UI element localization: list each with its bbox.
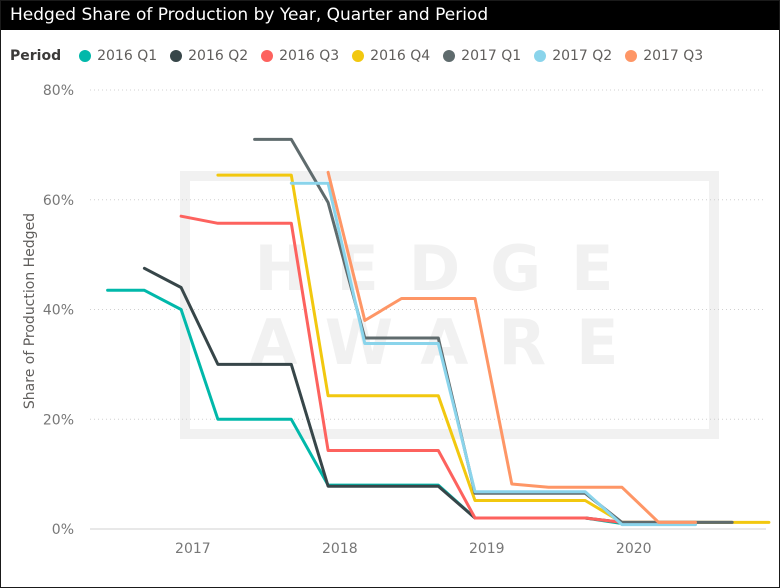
y-tick-label: 0% [52,522,74,538]
legend-marker [534,50,547,62]
legend-label: 2017 Q2 [552,48,613,64]
y-tick-label: 60% [43,193,74,209]
legend-marker [625,50,638,62]
legend-item[interactable]: 2016 Q2 [170,48,248,64]
x-axis-ticks: 2017 2018 2019 2020 [175,541,652,557]
x-tick-label: 2017 [175,541,211,557]
legend-item[interactable]: 2016 Q4 [352,48,430,64]
x-tick-label: 2020 [616,541,652,557]
title-bar: Hedged Share of Production by Year, Quar… [1,1,779,30]
watermark-frame [180,171,719,439]
legend-label: 2016 Q3 [279,48,340,64]
legend-marker [443,50,456,62]
legend-label: 2017 Q3 [643,48,704,64]
x-tick-label: 2019 [469,541,505,557]
legend-marker [170,50,183,62]
legend-label: 2016 Q1 [97,48,158,64]
y-axis-ticks: 0% 20% 40% 60% 80% [43,83,74,538]
legend-label: 2016 Q2 [188,48,249,64]
legend-marker [352,50,365,62]
legend-item[interactable]: 2017 Q3 [625,48,703,64]
gridlines [90,89,766,530]
y-tick-label: 20% [43,412,74,428]
chart-title: Hedged Share of Production by Year, Quar… [10,5,489,25]
legend-item[interactable]: 2017 Q2 [534,48,612,64]
y-tick-label: 40% [43,303,74,319]
watermark-text: HEDGE [255,232,644,305]
legend-marker [261,50,274,62]
x-tick-label: 2018 [322,541,358,557]
legend-item[interactable]: 2017 Q1 [443,48,521,64]
series-line-2017-q1 [253,137,734,524]
series-line-2016-q3 [179,214,697,524]
legend-title: Period [10,48,62,64]
legend-item[interactable]: 2016 Q1 [79,48,157,64]
series-line-2017-q2 [289,181,697,527]
series-line-2017-q3 [326,170,697,524]
legend-marker [79,50,92,62]
series-lines [106,137,771,527]
legend-item[interactable]: 2016 Q3 [261,48,339,64]
y-tick-label: 80% [43,83,74,99]
legend-label: 2017 Q1 [461,48,522,64]
legend: Period 2016 Q1 2016 Q2 2016 Q3 2016 Q4 2017 … [10,46,716,66]
legend-label: 2016 Q4 [370,48,431,64]
